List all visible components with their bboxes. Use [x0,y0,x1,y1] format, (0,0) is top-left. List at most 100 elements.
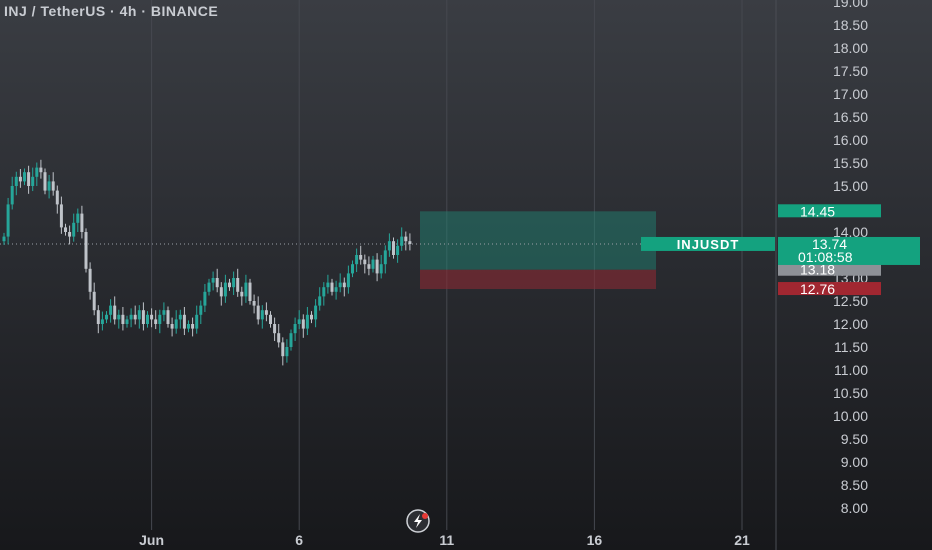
candle-body [379,264,383,274]
candle-body [80,213,84,232]
candle-body [301,319,305,329]
chart-title: INJ / TetherUS · 4h · BINANCE [4,3,219,19]
candle-body [187,324,190,329]
candle-body [351,264,354,274]
candle-body [289,333,293,347]
candle-body [92,291,96,311]
candle-body [23,172,26,182]
candle-body [10,186,14,205]
candle-body [273,324,277,334]
candle-body [330,282,334,292]
candle-body [404,236,408,242]
candle-body [88,268,92,292]
candle-body [326,282,330,288]
candle-body [96,310,100,324]
candle-body [133,314,137,320]
candle-body [232,278,236,288]
candle-body [141,310,145,324]
candle-body [371,259,375,269]
price-tick-label: 11.50 [834,339,868,355]
candle-body [285,347,289,357]
price-tick-label: 10.00 [833,408,868,424]
candle-body [293,324,297,334]
candle-body [18,176,22,182]
last-price-badge-bg [778,236,920,265]
candle-body [64,227,67,232]
price-tick-label: 17.50 [833,63,868,79]
price-tick-label: 9.50 [841,431,868,447]
time-tick-label: 11 [439,532,454,548]
candle-body [55,190,59,205]
candle-body [383,250,387,265]
price-tick-label: 8.50 [841,477,868,493]
position-zones[interactable] [420,211,656,290]
take-profit-zone[interactable] [420,211,656,270]
price-tick-label: 16.50 [833,109,868,125]
symbol-label-bg [641,236,775,251]
price-tick-label: 14.00 [833,224,868,240]
candle-body [375,259,379,274]
candle-body [297,319,301,324]
candle-body [121,314,125,324]
candle-body [318,296,322,306]
candle-body [236,278,240,292]
candle-body [342,282,346,288]
candle-body [113,305,117,320]
price-tick-label: 9.00 [841,454,868,470]
price-tick-label: 18.50 [833,17,868,33]
candle-body [199,305,203,315]
price-tick-label: 10.50 [833,385,868,401]
entry-badge-text: 13.18 [800,262,835,278]
candle-body [47,181,51,191]
candle-body [43,172,47,191]
candle-body [240,291,244,297]
candle-body [59,204,63,228]
candle-body [396,245,400,255]
candle-body [203,291,207,306]
stop-loss-zone[interactable] [420,269,656,290]
candle-body [39,167,43,173]
candle-body [51,181,55,191]
candle-body [322,287,326,297]
entry-badge-bg [778,262,881,276]
bar-countdown-text: 01:08:58 [798,249,853,265]
candle-body [387,241,391,251]
candle-body [154,319,158,324]
take-profit-badge-text: 14.45 [800,203,835,219]
candle-body [314,305,318,320]
candle-body [334,287,338,292]
candle-body [158,314,162,324]
price-axis[interactable]: 19.00 18.50 18.00 17.50 17.00 16.50 16.00 15.50… [833,0,868,516]
price-tick-label: 17.00 [833,86,868,102]
candle-body [392,241,395,255]
candle-body [35,167,39,177]
candle-body [137,310,141,320]
candle-body [363,259,367,265]
candle-body [310,314,313,320]
candle-body [215,278,219,288]
candle-body [367,264,371,269]
time-tick-label: 16 [587,532,603,548]
candle-body [125,319,129,324]
stop-loss-badge-bg [778,282,881,296]
candle-body [84,232,88,269]
candle-body [269,314,272,324]
price-tick-label: 11.00 [834,362,868,378]
price-tick-label: 12.50 [833,293,868,309]
price-tick-label: 15.00 [833,178,868,194]
candle-body [166,310,170,324]
candle-body [207,282,211,292]
price-tick-label: 16.00 [833,132,868,148]
time-axis[interactable]: Jun 6 11 16 21 [139,532,750,548]
candle-body [182,314,186,329]
chart-grid [151,0,743,530]
candle-body [72,222,76,237]
candle-body [105,314,108,320]
candle-body [281,342,285,357]
candle-body [355,255,359,265]
candle-body [264,310,268,315]
flash-icon[interactable] [406,509,430,533]
candle-body [219,287,223,297]
